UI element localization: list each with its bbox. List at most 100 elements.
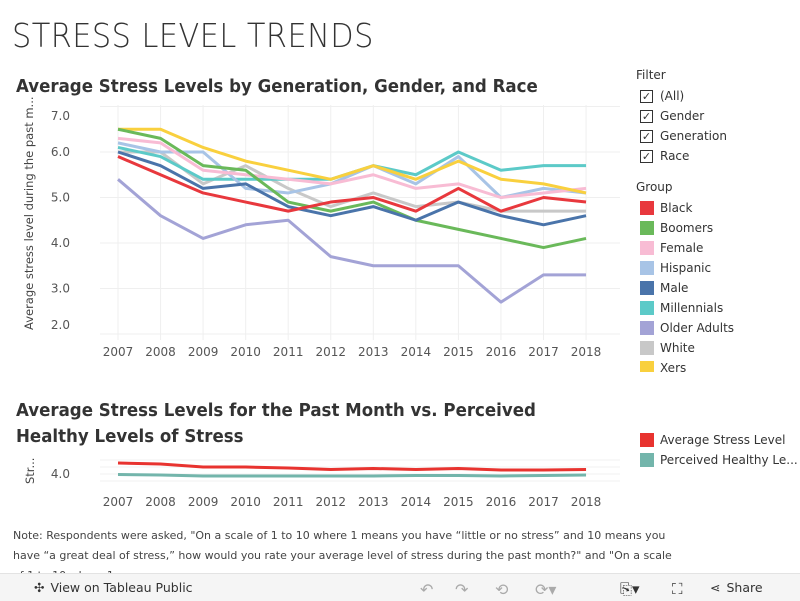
charts-svg: 2007 2008 2009 2010 2011 2012 2013 2014 2015 2016… — [22, 96, 620, 509]
filter-checkbox[interactable]: ✓ (All) — [640, 88, 684, 104]
y-axis-label: Average stress level during the past m..… — [22, 96, 36, 330]
legend-item[interactable]: Boomers — [640, 220, 713, 236]
y-tick-label: 6.0 — [51, 145, 70, 159]
y-tick-label: 4.0 — [51, 236, 70, 250]
series-line-xers — [118, 127, 587, 195]
x-tick-label: 2012 — [315, 495, 346, 509]
x-tick-label: 2011 — [273, 345, 304, 359]
legend-swatch — [640, 281, 654, 295]
y-axis-label: Str... — [23, 458, 37, 484]
legend-label: Hispanic — [660, 261, 712, 275]
x-tick-label: 2018 — [571, 345, 602, 359]
filter-label: Gender — [660, 109, 705, 123]
x-tick-label: 2014 — [401, 345, 432, 359]
y-tick-label: 3.0 — [51, 282, 70, 296]
revert-icon[interactable]: ⟲ — [495, 580, 509, 599]
legend-item[interactable]: Millennials — [640, 300, 723, 316]
checkbox-checked-icon: ✓ — [640, 149, 653, 163]
legend-item[interactable]: Hispanic — [640, 260, 711, 276]
series-line — [117, 473, 587, 478]
note-text: Note: Respondents were asked, "On a scal… — [13, 529, 672, 582]
legend-swatch — [640, 453, 654, 467]
x-tick-label: 2007 — [103, 345, 134, 359]
chart2-title: Average Stress Levels for the Past Month… — [16, 401, 536, 447]
x-tick-label: 2009 — [188, 345, 219, 359]
toolbar: ✣ View on Tableau Public ↶ ↷ ⟲ ⟳▾ ⎘▾ ⛶ ⋖ S… — [0, 573, 800, 601]
filter-checkbox[interactable]: ✓ Gender — [640, 108, 704, 124]
x-tick-label: 2012 — [315, 345, 346, 359]
x-tick-label: 2007 — [103, 495, 134, 509]
x-tick-label: 2009 — [188, 495, 219, 509]
download-icon[interactable]: ⎘▾ — [620, 580, 640, 598]
chart1: 2007 2008 2009 2010 2011 2012 2013 2014 2015 2016… — [22, 96, 620, 359]
filter-label: (All) — [660, 89, 685, 103]
x-tick-label: 2016 — [486, 495, 517, 509]
series-line — [117, 461, 587, 472]
view-on-tableau-button[interactable]: ✣ View on Tableau Public — [34, 580, 193, 595]
legend-swatch — [640, 321, 654, 335]
checkbox-checked-icon: ✓ — [640, 129, 653, 143]
share-icon: ⋖ — [710, 580, 721, 595]
x-tick-label: 2017 — [528, 345, 559, 359]
x-tick-label: 2013 — [358, 345, 389, 359]
series-line-male — [117, 150, 587, 227]
x-tick-label: 2016 — [486, 345, 517, 359]
filter-checkbox[interactable]: ✓ Generation — [640, 128, 727, 144]
legend-item[interactable]: Average Stress Level — [640, 432, 785, 448]
series-line-older-adults — [117, 178, 587, 304]
y-tick-label: 2.0 — [51, 318, 70, 332]
chart2: 2007 2008 2009 2010 2011 2012 2013 2014 2015 2016… — [23, 458, 620, 509]
tableau-logo-icon: ✣ — [34, 580, 45, 595]
y-tick-label: 4.0 — [51, 467, 70, 481]
legend-label: Millennials — [660, 301, 724, 315]
legend-item[interactable]: Perceived Healthy Le... — [640, 452, 798, 468]
legend-swatch — [640, 301, 654, 315]
legend-swatch — [640, 433, 654, 447]
filter-label: Race — [660, 149, 690, 163]
x-tick-label: 2008 — [145, 345, 176, 359]
x-tick-label: 2017 — [528, 495, 559, 509]
x-tick-label: 2013 — [358, 495, 389, 509]
legend-item[interactable]: Xers — [640, 360, 686, 372]
legend-label: Older Adults — [660, 321, 735, 335]
fullscreen-icon[interactable]: ⛶ — [672, 580, 683, 598]
legend-item[interactable]: Older Adults — [640, 320, 734, 336]
share-button[interactable]: ⋖ Share — [710, 580, 763, 595]
legend-label: Black — [660, 201, 693, 215]
legend-swatch — [640, 361, 654, 372]
x-tick-label: 2015 — [443, 495, 474, 509]
legend-label: Perceived Healthy Le... — [660, 453, 798, 467]
legend-label: Xers — [660, 361, 687, 372]
x-tick-label: 2014 — [401, 495, 432, 509]
checkbox-checked-icon: ✓ — [640, 109, 653, 123]
share-label: Share — [726, 580, 763, 595]
x-tick-label: 2008 — [145, 495, 176, 509]
x-tick-label: 2010 — [230, 345, 261, 359]
legend-item[interactable]: Black — [640, 200, 692, 216]
checkbox-checked-icon: ✓ — [640, 89, 653, 103]
x-tick-label: 2011 — [273, 495, 304, 509]
chart1-title: Average Stress Levels by Generation, Gen… — [16, 77, 538, 97]
legend-label: Average Stress Level — [660, 433, 786, 447]
x-tick-label: 2010 — [230, 495, 261, 509]
filter-checkbox[interactable]: ✓ Race — [640, 148, 689, 164]
legend-swatch — [640, 241, 654, 255]
page-title: STRESS LEVEL TRENDS — [12, 16, 374, 55]
legend-item[interactable]: Female — [640, 240, 703, 256]
series-line-boomers — [117, 127, 587, 250]
redo-icon[interactable]: ↷ — [455, 580, 469, 599]
legend-item[interactable]: Male — [640, 280, 688, 296]
x-tick-label: 2015 — [443, 345, 474, 359]
group-legend-title: Group — [636, 180, 673, 194]
refresh-icon[interactable]: ⟳▾ — [535, 580, 557, 599]
legend-swatch — [640, 221, 654, 235]
legend-swatch — [640, 261, 654, 275]
legend-label: Male — [660, 281, 689, 295]
undo-icon[interactable]: ↶ — [420, 580, 434, 599]
filter-label: Generation — [660, 129, 727, 143]
legend-item[interactable]: White — [640, 340, 695, 356]
legend-swatch — [640, 341, 654, 355]
legend-label: Female — [660, 241, 704, 255]
series-line-female — [117, 136, 587, 199]
filter-title: Filter — [636, 68, 666, 82]
